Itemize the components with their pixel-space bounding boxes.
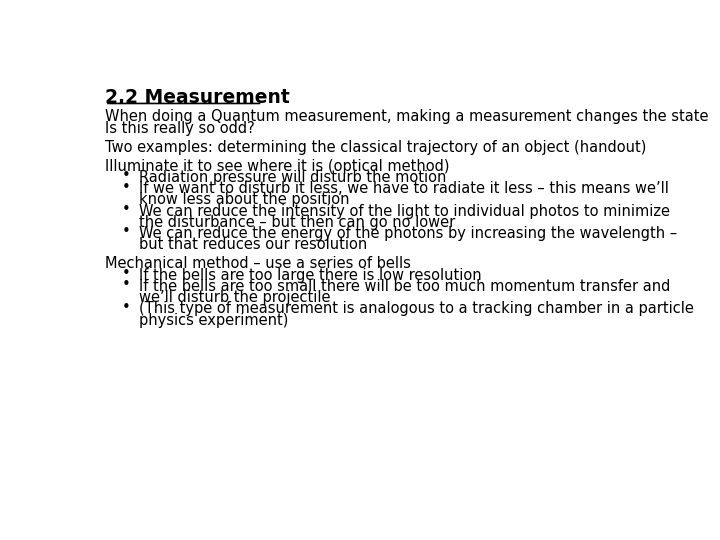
Text: If the bells are too small there will be too much momentum transfer and: If the bells are too small there will be… — [139, 279, 670, 294]
Text: We can reduce the energy of the photons by increasing the wavelength –: We can reduce the energy of the photons … — [139, 226, 678, 241]
Text: Is this really so odd?: Is this really so odd? — [105, 121, 255, 136]
Text: but that reduces our resolution: but that reduces our resolution — [139, 238, 367, 252]
Text: •: • — [122, 202, 130, 217]
Text: Radiation pressure will disturb the motion: Radiation pressure will disturb the moti… — [139, 170, 446, 185]
Text: •: • — [122, 168, 130, 184]
Text: 2.2 Measurement: 2.2 Measurement — [105, 87, 290, 107]
Text: Illuminate it to see where it is (optical method): Illuminate it to see where it is (optica… — [105, 159, 449, 174]
Text: •: • — [122, 225, 130, 239]
Text: physics experiment): physics experiment) — [139, 313, 289, 328]
Text: (This type of measurement is analogous to a tracking chamber in a particle: (This type of measurement is analogous t… — [139, 301, 694, 316]
Text: •: • — [122, 180, 130, 194]
Text: the disturbance – but then can go no lower: the disturbance – but then can go no low… — [139, 215, 455, 230]
Text: When doing a Quantum measurement, making a measurement changes the state: When doing a Quantum measurement, making… — [105, 109, 708, 124]
Text: •: • — [122, 277, 130, 292]
Text: If the bells are too large there is low resolution: If the bells are too large there is low … — [139, 268, 482, 283]
Text: We can reduce the intensity of the light to individual photos to minimize: We can reduce the intensity of the light… — [139, 204, 670, 219]
Text: •: • — [122, 266, 130, 281]
Text: know less about the position: know less about the position — [139, 192, 350, 207]
Text: If we want to disturb it less, we have to radiate it less – this means we’ll: If we want to disturb it less, we have t… — [139, 181, 669, 196]
Text: Mechanical method – use a series of bells: Mechanical method – use a series of bell… — [105, 256, 411, 272]
Text: we’ll disturb the projectile: we’ll disturb the projectile — [139, 290, 330, 305]
Text: •: • — [122, 300, 130, 315]
Text: Two examples: determining the classical trajectory of an object (handout): Two examples: determining the classical … — [105, 140, 647, 155]
